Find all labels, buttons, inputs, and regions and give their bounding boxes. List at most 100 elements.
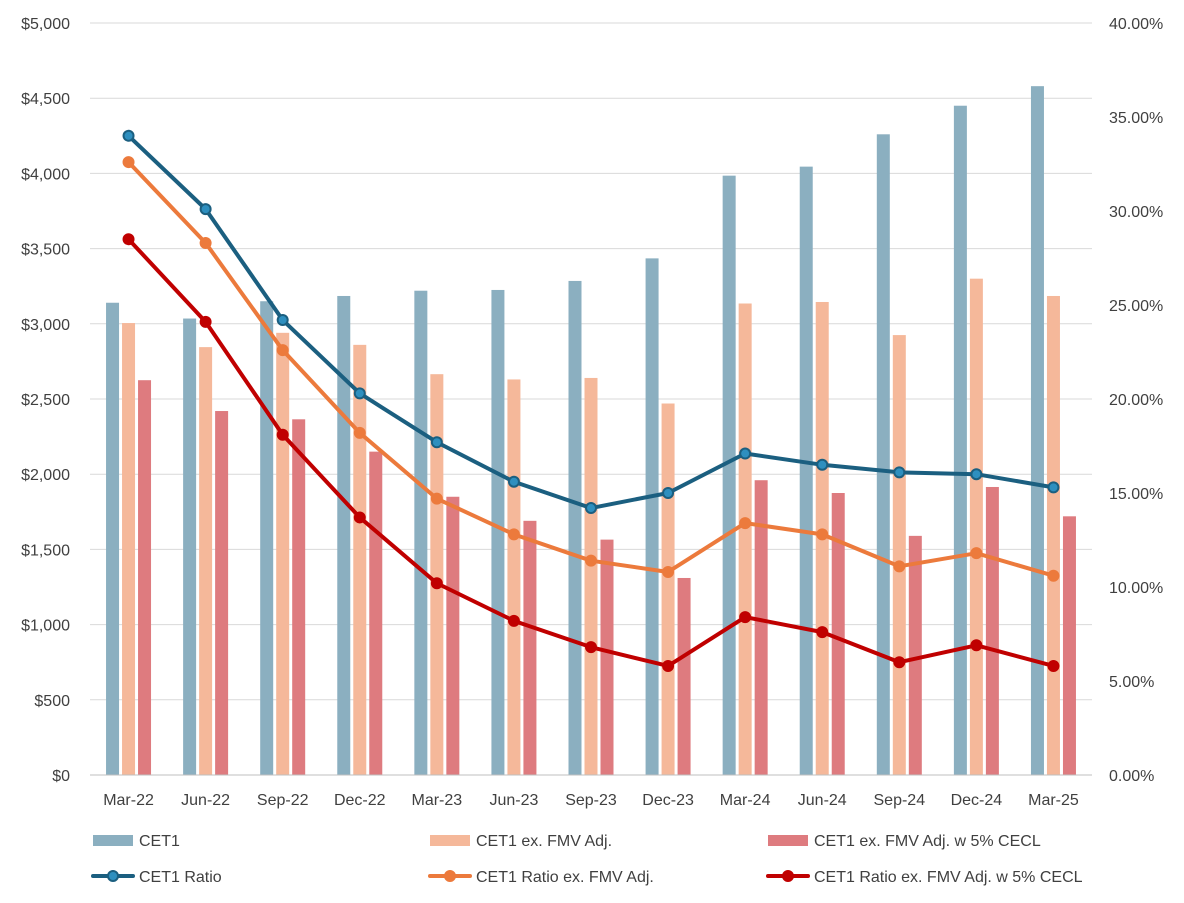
y-left-tick-label: $4,000 xyxy=(21,166,70,183)
point-cet1-ratio-ex-fmv-adj-w-5-cecl xyxy=(430,577,443,590)
point-cet1-ratio-ex-fmv-adj xyxy=(122,156,135,169)
y-right-tick-label: 30.00% xyxy=(1109,204,1163,221)
x-tick-label: Dec-22 xyxy=(334,792,386,809)
x-tick-label: Dec-24 xyxy=(951,792,1003,809)
bar-cet1-ex-fmv-adj-w-5-cecl xyxy=(446,496,460,775)
bar-series-group xyxy=(106,86,1076,776)
bar-cet1-ex-fmv-adj-w-5-cecl xyxy=(985,486,999,775)
bar-cet1-ex-fmv-adj-w-5-cecl xyxy=(523,520,537,775)
bar-cet1 xyxy=(1030,86,1044,776)
bar-cet1-ex-fmv-adj xyxy=(969,278,983,775)
x-tick-label: Jun-24 xyxy=(798,792,847,809)
bar-cet1-ex-fmv-adj xyxy=(276,332,290,775)
point-cet1-ratio-ex-fmv-adj-w-5-cecl xyxy=(816,626,829,639)
legend-marker-cet1-ratio-ex-fmv-adj xyxy=(444,870,456,882)
point-cet1-ratio-ex-fmv-adj-w-5-cecl xyxy=(199,315,212,328)
legend-label: CET1 ex. FMV Adj. xyxy=(476,833,612,850)
x-tick-label: Mar-24 xyxy=(720,792,771,809)
x-tick-label: Sep-24 xyxy=(874,792,926,809)
y-left-tick-label: $4,500 xyxy=(21,91,70,108)
point-cet1-ratio xyxy=(199,203,212,216)
y-left-tick-label: $2,500 xyxy=(21,392,70,409)
y-left-tick-label: $1,500 xyxy=(21,542,70,559)
bar-cet1 xyxy=(722,175,736,775)
bar-cet1-ex-fmv-adj-w-5-cecl xyxy=(292,419,306,775)
point-cet1-ratio-ex-fmv-adj-w-5-cecl xyxy=(970,639,983,652)
x-tick-label: Jun-22 xyxy=(181,792,230,809)
point-cet1-ratio-ex-fmv-adj xyxy=(816,528,829,541)
legend-label: CET1 ex. FMV Adj. w 5% CECL xyxy=(814,833,1041,850)
y-right-tick-label: 10.00% xyxy=(1109,580,1163,597)
point-cet1-ratio xyxy=(816,458,829,471)
y-left-tick-label: $2,000 xyxy=(21,467,70,484)
x-tick-label: Dec-23 xyxy=(642,792,694,809)
y-right-tick-label: 0.00% xyxy=(1109,768,1154,785)
x-tick-label: Mar-23 xyxy=(412,792,463,809)
bar-cet1-ex-fmv-adj-w-5-cecl xyxy=(215,411,229,775)
bar-cet1 xyxy=(568,280,582,775)
legend-label: CET1 Ratio xyxy=(139,869,222,886)
point-cet1-ratio-ex-fmv-adj-w-5-cecl xyxy=(739,611,752,624)
bar-cet1-ex-fmv-adj xyxy=(584,377,598,775)
point-cet1-ratio xyxy=(585,502,597,515)
bar-cet1 xyxy=(337,295,351,775)
line-series-group xyxy=(122,129,1060,672)
y-right-tick-label: 25.00% xyxy=(1109,298,1163,315)
point-cet1-ratio-ex-fmv-adj-w-5-cecl xyxy=(276,428,289,441)
point-cet1-ratio-ex-fmv-adj xyxy=(662,565,675,578)
point-cet1-ratio-ex-fmv-adj xyxy=(893,560,906,573)
bar-cet1 xyxy=(799,166,813,775)
x-tick-label: Sep-23 xyxy=(565,792,617,809)
bar-cet1-ex-fmv-adj-w-5-cecl xyxy=(754,480,768,775)
legend-swatch-cet1-ex-fmv-adj-w-5-cecl xyxy=(768,835,808,846)
bar-cet1-ex-fmv-adj-w-5-cecl xyxy=(908,535,922,775)
point-cet1-ratio-ex-fmv-adj xyxy=(276,344,289,357)
point-cet1-ratio-ex-fmv-adj-w-5-cecl xyxy=(122,233,135,246)
y-right-tick-label: 40.00% xyxy=(1109,16,1163,33)
point-cet1-ratio-ex-fmv-adj-w-5-cecl xyxy=(893,656,906,669)
point-cet1-ratio xyxy=(507,475,520,488)
y-left-tick-label: $3,500 xyxy=(21,242,70,259)
bar-cet1 xyxy=(491,289,505,775)
bar-cet1-ex-fmv-adj-w-5-cecl xyxy=(138,380,152,775)
y-left-tick-label: $500 xyxy=(34,693,70,710)
point-cet1-ratio-ex-fmv-adj xyxy=(353,426,366,439)
bar-cet1-ex-fmv-adj xyxy=(353,344,367,775)
x-tick-label: Mar-22 xyxy=(103,792,154,809)
legend-marker-cet1-ratio xyxy=(107,870,119,882)
legend-swatch-cet1-ex-fmv-adj xyxy=(430,835,470,846)
x-tick-label: Mar-25 xyxy=(1028,792,1079,809)
point-cet1-ratio xyxy=(662,487,675,499)
y-left-tick-label: $0 xyxy=(52,768,70,785)
bar-cet1 xyxy=(876,134,890,775)
bar-cet1 xyxy=(953,105,967,776)
point-cet1-ratio xyxy=(739,447,752,460)
point-cet1-ratio xyxy=(276,314,289,327)
point-cet1-ratio-ex-fmv-adj xyxy=(1047,569,1060,582)
bar-cet1-ex-fmv-adj-w-5-cecl xyxy=(1062,516,1076,775)
point-cet1-ratio-ex-fmv-adj-w-5-cecl xyxy=(662,659,675,672)
bar-cet1-ex-fmv-adj xyxy=(738,303,752,775)
y-left-tick-label: $1,000 xyxy=(21,618,70,635)
x-tick-label: Jun-23 xyxy=(489,792,538,809)
bar-cet1-ex-fmv-adj-w-5-cecl xyxy=(831,493,845,775)
bar-cet1-ex-fmv-adj xyxy=(892,335,906,775)
legend-marker-cet1-ratio-ex-fmv-adj-w-5-cecl xyxy=(782,870,794,882)
point-cet1-ratio-ex-fmv-adj-w-5-cecl xyxy=(585,641,597,654)
point-cet1-ratio-ex-fmv-adj xyxy=(430,492,443,505)
bar-cet1-ex-fmv-adj-w-5-cecl xyxy=(369,451,383,775)
axes: $0 $500 $1,000 $1,500 $2,000 $2,500 $3,000 $3,5… xyxy=(21,16,1163,809)
bar-cet1 xyxy=(106,302,120,775)
point-cet1-ratio-ex-fmv-adj xyxy=(739,517,752,530)
point-cet1-ratio-ex-fmv-adj xyxy=(507,528,520,541)
bar-cet1-ex-fmv-adj-w-5-cecl xyxy=(677,577,691,775)
point-cet1-ratio xyxy=(893,466,906,479)
point-cet1-ratio xyxy=(1047,481,1060,494)
point-cet1-ratio xyxy=(122,129,135,142)
y-right-tick-label: 5.00% xyxy=(1109,674,1154,691)
bar-cet1-ex-fmv-adj xyxy=(1046,295,1060,775)
point-cet1-ratio xyxy=(353,387,366,400)
point-cet1-ratio-ex-fmv-adj xyxy=(585,554,597,567)
bar-cet1-ex-fmv-adj xyxy=(122,323,136,775)
